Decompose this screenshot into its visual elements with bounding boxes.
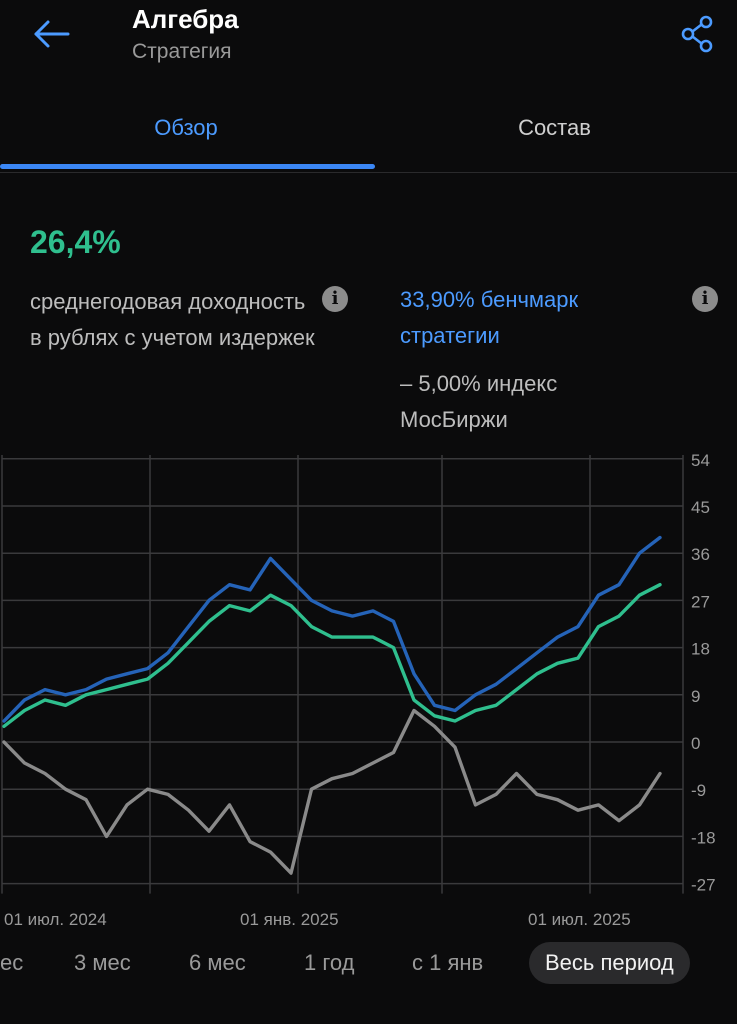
- annual-return-value: 26,4%: [30, 224, 121, 260]
- tab-bar: Обзор Состав: [0, 98, 737, 173]
- index-series-line: [2, 708, 662, 875]
- y-tick-label: 45: [691, 498, 710, 517]
- strategy-series-line: [2, 582, 662, 728]
- y-tick-label: -9: [691, 781, 706, 800]
- header: Алгебра Стратегия: [0, 0, 737, 90]
- active-tab-indicator: [0, 164, 375, 169]
- index-return: – 5,00% индекс МосБиржи: [400, 371, 558, 432]
- y-tick-label: -27: [691, 876, 716, 895]
- y-tick-label: 27: [691, 592, 710, 611]
- period-1-month[interactable]: ес: [0, 950, 24, 975]
- x-tick-label: 01 июл. 2025: [528, 910, 631, 929]
- performance-chart: 54 45 36 27 18 9 0 -9 -18 -27 01 июл. 2024 01 янв. …: [1, 451, 716, 929]
- period-3-months[interactable]: 3 мес: [74, 950, 131, 975]
- period-ytd[interactable]: с 1 янв: [412, 950, 484, 975]
- period-1-year[interactable]: 1 год: [304, 950, 355, 975]
- y-tick-label: 36: [691, 545, 710, 564]
- page-title: Алгебра: [132, 4, 239, 34]
- tab-composition[interactable]: Состав: [518, 115, 591, 140]
- y-tick-label: -18: [691, 828, 716, 847]
- y-tick-label: 0: [691, 734, 700, 753]
- back-arrow-icon[interactable]: [30, 14, 74, 54]
- page-subtitle: Стратегия: [132, 40, 232, 63]
- period-6-months[interactable]: 6 мес: [189, 950, 246, 975]
- period-selector: ес 3 мес 6 мес 1 год с 1 янв Весь период: [0, 942, 737, 988]
- x-tick-label: 01 янв. 2025: [240, 910, 339, 929]
- y-tick-label: 9: [691, 687, 700, 706]
- benchmark-return: 33,90% бенчмарк стратегии: [400, 287, 579, 348]
- benchmark-series-line: [2, 535, 662, 723]
- share-icon[interactable]: [676, 14, 720, 54]
- info-icon[interactable]: i: [322, 286, 348, 312]
- annual-return-label: среднегодовая доходность в рублях с учет…: [30, 289, 315, 350]
- y-tick-label: 18: [691, 640, 710, 659]
- x-tick-label: 01 июл. 2024: [4, 910, 107, 929]
- period-all-time[interactable]: Весь период: [529, 942, 690, 984]
- tab-overview[interactable]: Обзор: [154, 115, 218, 140]
- info-icon[interactable]: i: [692, 286, 718, 312]
- y-tick-label: 54: [691, 451, 710, 470]
